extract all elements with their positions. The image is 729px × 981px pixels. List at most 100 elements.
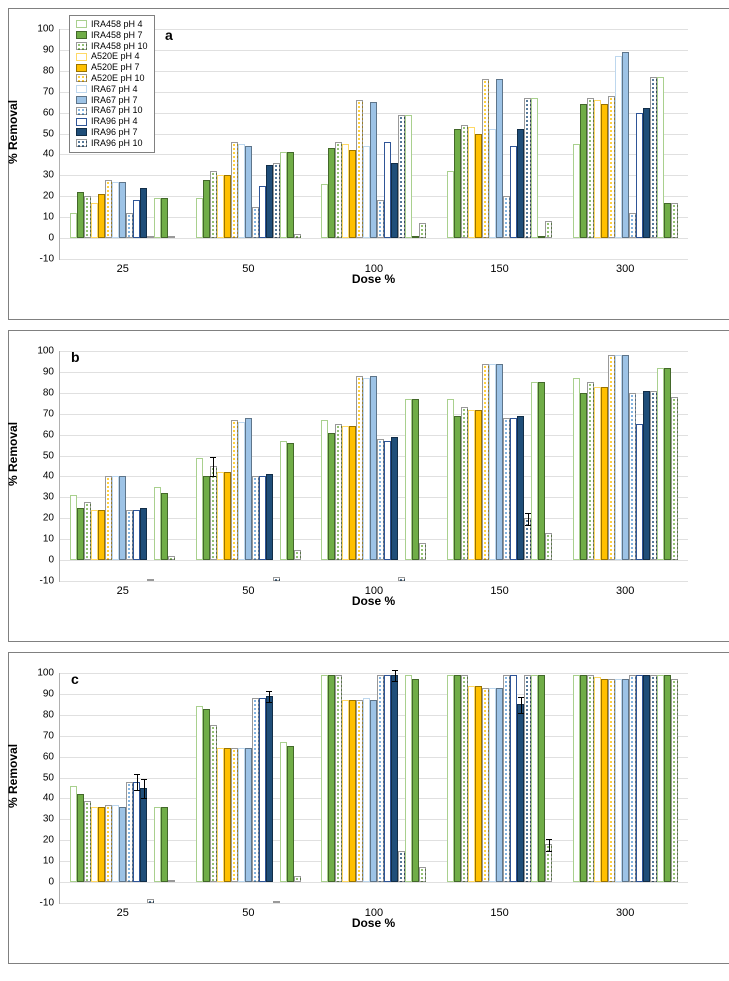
- bar: [398, 577, 405, 581]
- bar: [147, 579, 154, 581]
- bar: [538, 382, 545, 560]
- bar: [154, 198, 161, 238]
- bar: [342, 426, 349, 560]
- bar: [363, 698, 370, 882]
- bar: [245, 146, 252, 238]
- dose-group: 300: [562, 351, 688, 581]
- bar: [580, 393, 587, 560]
- bar: [601, 679, 608, 882]
- bar: [503, 418, 510, 560]
- bar: [489, 688, 496, 882]
- bar: [168, 880, 175, 882]
- bar: [126, 213, 133, 238]
- bar: [447, 399, 454, 560]
- legend-swatch: [76, 96, 87, 104]
- bar: [657, 675, 664, 882]
- x-tick: 100: [311, 263, 437, 275]
- bar: [664, 203, 671, 239]
- bar: [545, 533, 552, 560]
- legend-swatch: [76, 42, 87, 50]
- bar: [252, 698, 259, 882]
- bar: [671, 203, 678, 239]
- bar: [363, 146, 370, 238]
- bar: [594, 387, 601, 561]
- y-tick: 90: [43, 44, 60, 55]
- bar: [356, 376, 363, 560]
- legend-label: IRA96 pH 4: [91, 116, 138, 127]
- bar: [664, 675, 671, 882]
- x-tick: 100: [311, 907, 437, 919]
- legend-swatch: [76, 31, 87, 39]
- y-tick: 70: [43, 730, 60, 741]
- x-tick: 100: [311, 585, 437, 597]
- bar: [70, 213, 77, 238]
- bars-container: 2550100150300: [60, 673, 688, 903]
- bar: [370, 376, 377, 560]
- bar: [419, 867, 426, 882]
- legend-label: IRA67 pH 7: [91, 95, 138, 106]
- x-tick: 150: [437, 585, 563, 597]
- bar: [496, 79, 503, 238]
- bar: [524, 518, 531, 560]
- bar: [531, 382, 538, 560]
- bar: [615, 679, 622, 882]
- bar: [587, 675, 594, 882]
- y-tick: 10: [43, 856, 60, 867]
- plot-area: -1001020304050607080901002550100150300: [59, 351, 688, 582]
- bar: [280, 742, 287, 882]
- bar: [287, 152, 294, 238]
- bar: [510, 146, 517, 238]
- bar: [573, 144, 580, 238]
- bar: [643, 391, 650, 560]
- bar: [335, 675, 342, 882]
- bar: [77, 192, 84, 238]
- panel-b: b% Removal-10010203040506070809010025501…: [8, 330, 729, 642]
- bar: [238, 422, 245, 560]
- bar: [231, 142, 238, 238]
- bar: [580, 104, 587, 238]
- dose-group: 50: [186, 29, 312, 259]
- legend-item: IRA67 pH 7: [76, 95, 148, 106]
- dose-group: 150: [437, 29, 563, 259]
- y-tick: 90: [43, 366, 60, 377]
- bar: [335, 142, 342, 238]
- x-tick: 25: [60, 263, 186, 275]
- bar: [636, 424, 643, 560]
- bar: [112, 805, 119, 882]
- bar: [496, 688, 503, 882]
- bar: [622, 355, 629, 560]
- bar: [349, 426, 356, 560]
- y-tick: 80: [43, 709, 60, 720]
- bar: [615, 56, 622, 238]
- legend-label: IRA96 pH 7: [91, 127, 138, 138]
- bar: [482, 364, 489, 561]
- y-tick: 80: [43, 387, 60, 398]
- bar: [98, 194, 105, 238]
- bar: [398, 115, 405, 238]
- bar: [105, 476, 112, 560]
- y-tick: 70: [43, 408, 60, 419]
- bar: [461, 675, 468, 882]
- y-tick: -10: [40, 576, 60, 587]
- bar: [70, 495, 77, 560]
- bar: [580, 675, 587, 882]
- y-tick: -10: [40, 254, 60, 265]
- dose-group: 300: [562, 673, 688, 903]
- legend-swatch: [76, 118, 87, 126]
- legend-item: IRA96 pH 10: [76, 138, 148, 149]
- legend-swatch: [76, 85, 87, 93]
- bar: [671, 397, 678, 560]
- bar: [168, 236, 175, 238]
- x-tick: 150: [437, 263, 563, 275]
- bar: [287, 746, 294, 882]
- bar: [224, 175, 231, 238]
- bar: [643, 675, 650, 882]
- legend-swatch: [76, 53, 87, 61]
- bar: [608, 96, 615, 238]
- legend-item: A520E pH 7: [76, 62, 148, 73]
- dose-group: 25: [60, 351, 186, 581]
- legend-swatch: [76, 20, 87, 28]
- y-axis-label: % Removal: [6, 744, 20, 808]
- dose-group: 25: [60, 673, 186, 903]
- legend-label: IRA96 pH 10: [91, 138, 143, 149]
